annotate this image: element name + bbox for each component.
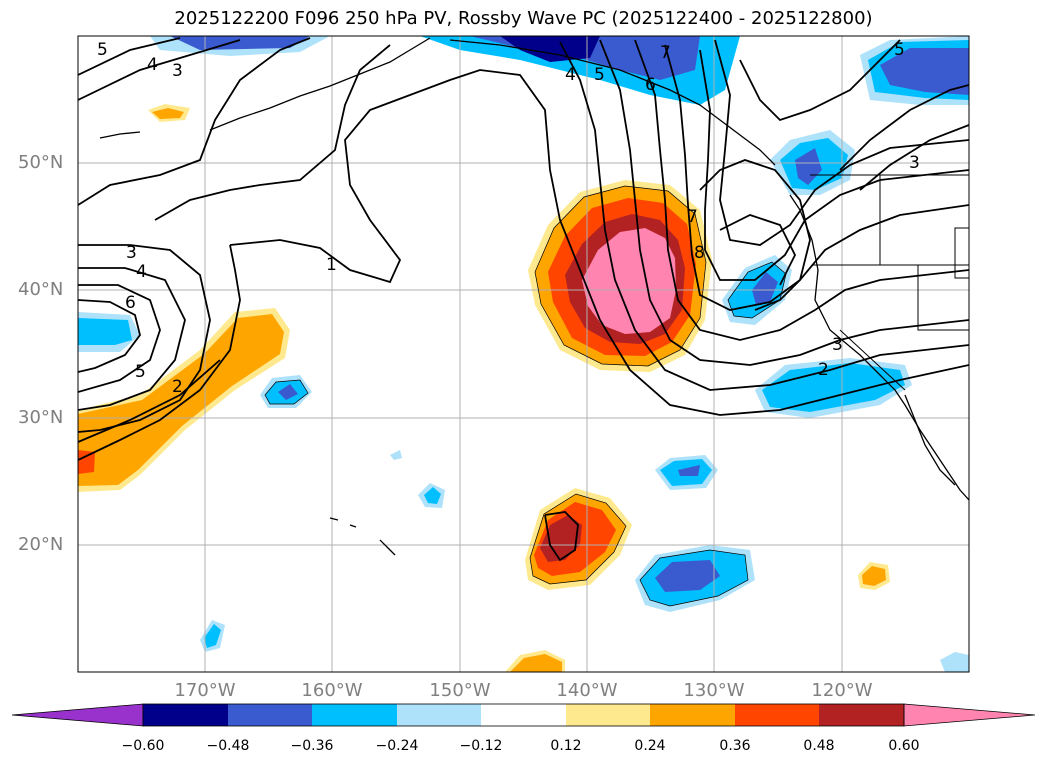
colorbar-segment [228, 704, 312, 726]
graticule [78, 36, 969, 672]
lat-label: 40°N [18, 279, 64, 300]
colorbar-tick: 0.36 [719, 738, 751, 754]
contour-label: 1 [326, 255, 337, 275]
colorbar-tick: −0.60 [121, 738, 165, 754]
contour-label: 7 [687, 207, 698, 227]
political-borders [810, 174, 969, 391]
lat-label: 50°N [18, 152, 64, 173]
colorbar-tick: −0.12 [459, 738, 503, 754]
colorbar-tick: −0.36 [290, 738, 334, 754]
lon-label: 150°W [429, 680, 491, 701]
contour-label: 3 [909, 153, 920, 173]
contour-label: 6 [125, 293, 136, 313]
contour-label: 4 [565, 65, 576, 85]
colorbar-tick: −0.48 [206, 738, 250, 754]
contour-label: 5 [135, 362, 146, 382]
map-frame [77, 35, 970, 673]
contour-label: 7 [660, 43, 671, 63]
contour-label: 5 [97, 40, 108, 60]
lon-label: 160°W [301, 680, 363, 701]
colorbar-extend-high [903, 703, 1036, 727]
contour-labels: 5 4 3 3 4 6 5 2 1 4 5 6 7 7 8 3 2 3 5 [97, 40, 920, 397]
lon-label: 140°W [556, 680, 618, 701]
contour-label: 3 [126, 243, 137, 263]
shading-outlines [264, 185, 787, 607]
contour-label: 8 [694, 243, 705, 263]
colorbar-segment [819, 704, 904, 726]
map-title: 2025122200 F096 250 hPa PV, Rossby Wave … [174, 8, 873, 29]
contour-label: 6 [645, 75, 656, 95]
lat-label: 20°N [18, 534, 64, 555]
colorbar-tick: −0.24 [375, 738, 419, 754]
colorbar-segment [481, 704, 566, 726]
colorbar-segment [397, 704, 481, 726]
contour-label: 3 [172, 61, 183, 81]
colorbar-segment [735, 704, 819, 726]
contours [78, 37, 969, 562]
colorbar-tick: 0.48 [803, 738, 835, 754]
contour-label: 2 [818, 360, 829, 380]
colorbar-segment [143, 704, 228, 726]
lon-label: 120°W [811, 680, 873, 701]
colorbar [11, 703, 1036, 727]
colorbar-segment [566, 704, 650, 726]
colorbar-tick: 0.24 [634, 738, 666, 754]
colorbar-tick: 0.60 [888, 738, 920, 754]
contour-label: 3 [832, 335, 843, 355]
lon-label: 130°W [683, 680, 745, 701]
colorbar-extend-low [11, 703, 144, 727]
map-area: 5 4 3 3 4 6 5 2 1 4 5 6 7 7 8 3 2 3 5 [78, 36, 969, 672]
lon-label: 170°W [174, 680, 236, 701]
contour-label: 4 [136, 262, 147, 282]
contour-label: 2 [172, 377, 183, 397]
contour-label: 5 [894, 40, 905, 60]
contour-label: 4 [147, 55, 158, 75]
coastlines [99, 37, 969, 556]
colorbar-segment [312, 704, 397, 726]
contour-label: 5 [594, 65, 605, 85]
lat-label: 30°N [18, 407, 64, 428]
colorbar-tick: 0.12 [550, 738, 582, 754]
colorbar-segment [650, 704, 735, 726]
